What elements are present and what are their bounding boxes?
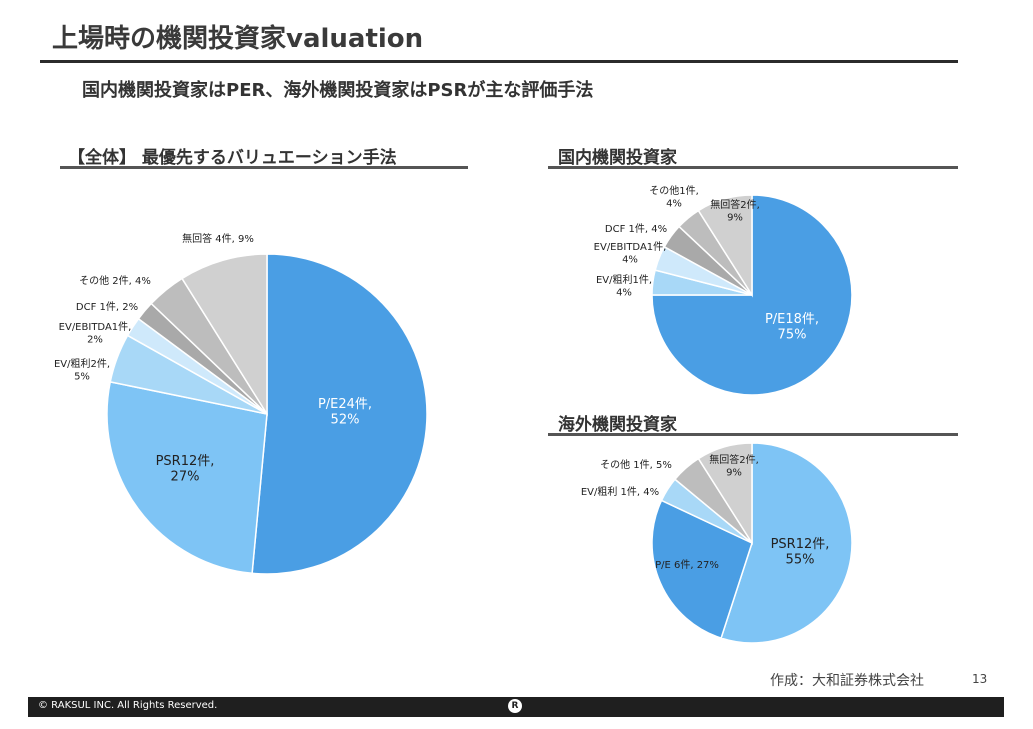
slice-label-item: 無回答2件, 9% (710, 198, 760, 224)
slice-label-ev: EV/粗利1件, 4% (596, 274, 652, 299)
source-note: 作成：大和証券株式会社 (770, 673, 924, 689)
slice-label-ev-ebitda: EV/EBITDA1件, 2% (59, 321, 132, 346)
footer-bar: © RAKSUL INC. All Rights Reserved. R (28, 697, 1004, 717)
pie-slice-item (180, 253, 268, 417)
overseas-pie-chart: PSR12件, 55% P/E 6件, 27% EV/粗利 1件, 4% その他 1件,… (581, 442, 853, 644)
slice-label-ev: EV/粗利2件, 5% (54, 358, 110, 383)
slice-label-ev: EV/粗利 1件, 4% (581, 486, 659, 498)
slice-label-item: その他 1件, 5% (600, 458, 672, 471)
slice-label-item: その他1件, 4% (649, 184, 699, 210)
slice-label-dcf: DCF 1件, 2% (76, 301, 138, 313)
pie-slice-p-e (251, 253, 428, 575)
slice-label-item: 無回答2件, 9% (709, 453, 759, 479)
pie-slice-item (697, 194, 753, 298)
slice-label-item: その他 2件, 4% (79, 274, 151, 287)
slice-label-dcf: DCF 1件, 4% (605, 223, 667, 235)
title-divider (40, 60, 958, 63)
pie-slice-psr (106, 380, 268, 575)
domestic-chart-title: 国内機関投資家 (558, 148, 677, 168)
pie-slice-psr (720, 442, 853, 644)
pie-slice-p-e (651, 499, 753, 640)
page-subtitle: 国内機関投資家はPER、海外機関投資家はPSRが主な評価手法 (82, 80, 594, 101)
slice-label-ev-ebitda: EV/EBITDA1件, 4% (594, 241, 667, 266)
slice-label-item: 無回答 4件, 9% (182, 232, 254, 245)
page-title: 上場時の機関投資家valuation (52, 24, 424, 54)
overall-chart-divider (60, 166, 468, 169)
overseas-chart-divider (548, 433, 958, 436)
overall-pie-chart: P/E24件, 52% PSR12件, 27% EV/粗利2件, 5% EV/EBITDA1… (54, 232, 428, 575)
slice-label-p-e: P/E 6件, 27% (655, 559, 719, 571)
slice-label-psr: PSR12件, 55% (771, 537, 830, 568)
raksul-logo-icon: R (508, 699, 522, 713)
slice-label-p-e: P/E24件, 52% (318, 397, 372, 428)
domestic-pie-chart: P/E18件, 75% EV/粗利1件, 4% EV/EBITDA1件, 4% DCF 1件… (594, 184, 853, 396)
overall-chart-title: 【全体】 最優先するバリュエーション手法 (68, 148, 397, 168)
slice-label-psr: PSR12件, 27% (156, 454, 215, 485)
slice-label-p-e: P/E18件, 75% (765, 312, 819, 343)
page-number: 13 (972, 672, 988, 686)
domestic-chart-divider (548, 166, 958, 169)
pie-slice-item (697, 442, 753, 546)
copyright-text: © RAKSUL INC. All Rights Reserved. (38, 700, 218, 711)
overseas-chart-title: 海外機関投資家 (558, 415, 677, 435)
